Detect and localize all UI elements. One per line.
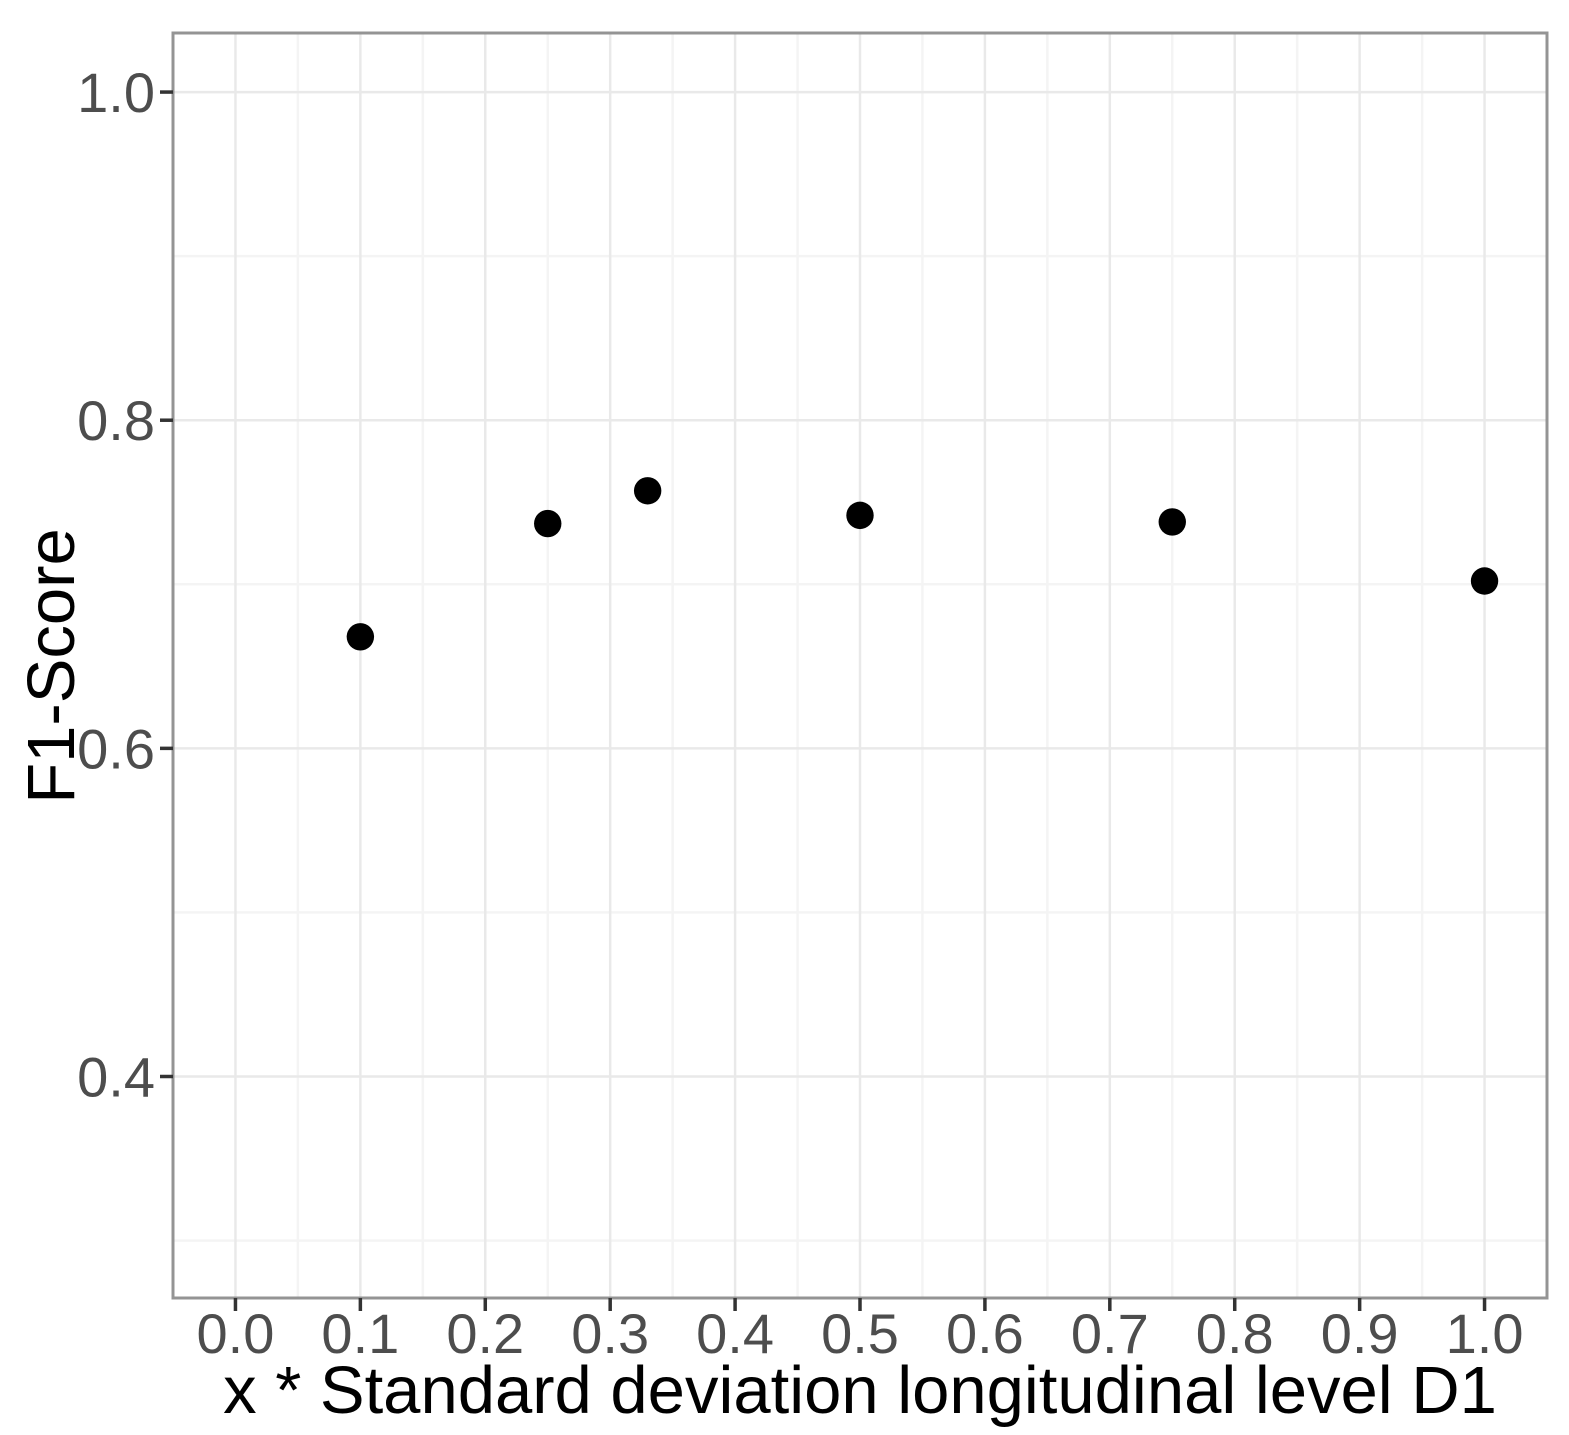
axis-tick-labels: 0.0 0.1 0.2 0.3 0.4 0.5 0.6 0.7 0.8 0.9 1.0 0.4 0.6 0… [77, 61, 1523, 1365]
x-tick-label: 0.7 [1071, 1302, 1149, 1365]
x-tick-label: 0.0 [197, 1302, 275, 1365]
data-point [534, 509, 562, 538]
x-tick-label: 1.0 [1446, 1302, 1524, 1365]
x-tick-label: 0.8 [1196, 1302, 1274, 1365]
x-axis-title: x * Standard deviation longitudinal leve… [223, 1353, 1497, 1428]
x-tick-label: 0.5 [821, 1302, 899, 1365]
data-point [1470, 567, 1499, 595]
axis-tick-marks [160, 90, 1487, 1311]
x-tick-label: 0.6 [946, 1302, 1024, 1365]
data-point [1158, 508, 1186, 536]
x-tick-label: 0.1 [321, 1302, 399, 1365]
grid-major-lines [173, 33, 1547, 1298]
data-point [633, 477, 662, 505]
data-points [346, 477, 1499, 651]
y-tick-label: 0.6 [77, 717, 155, 780]
data-point [346, 623, 375, 651]
y-tick-label: 0.8 [77, 389, 155, 452]
x-tick-label: 0.9 [1321, 1302, 1399, 1365]
y-tick-label: 0.4 [77, 1046, 155, 1109]
y-axis-title: F1-Score [14, 528, 89, 804]
data-point [846, 501, 874, 530]
y-tick-label: 1.0 [77, 61, 155, 124]
x-tick-label: 0.3 [571, 1302, 649, 1365]
x-tick-label: 0.2 [446, 1302, 524, 1365]
x-tick-label: 0.4 [696, 1302, 774, 1365]
